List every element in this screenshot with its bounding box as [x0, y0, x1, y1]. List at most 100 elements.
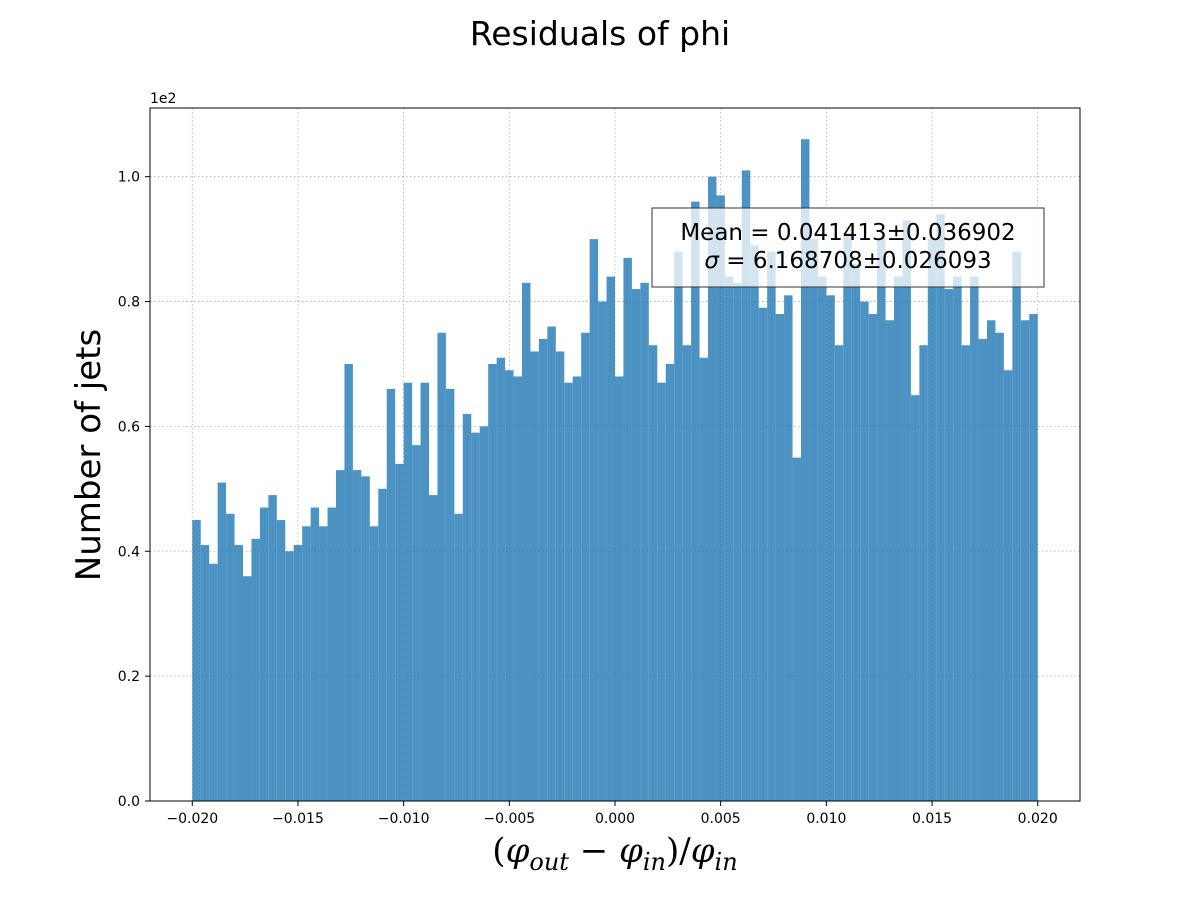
- xlabel-sub-in: in: [643, 848, 666, 876]
- xlabel-phi-in: φ: [619, 831, 643, 871]
- histogram-bar: [268, 495, 277, 801]
- xlabel-sub-den: in: [715, 848, 738, 876]
- histogram-bar: [885, 320, 894, 801]
- histogram-bar: [344, 363, 353, 801]
- histogram-bar: [302, 526, 311, 801]
- histogram-bar: [682, 345, 692, 801]
- annotation-mean: Mean = 0.041413±0.036902: [680, 220, 1015, 246]
- histogram-bar: [902, 220, 911, 802]
- y-tick-label: 1.0: [118, 170, 140, 186]
- histogram-bar: [471, 432, 480, 801]
- histogram-bar: [530, 351, 539, 801]
- histogram-bar: [513, 376, 522, 801]
- histogram-bar: [352, 470, 362, 801]
- histogram-bar: [691, 201, 700, 801]
- histogram-bar: [1020, 320, 1030, 801]
- histogram-bar: [716, 195, 725, 802]
- histogram-bar: [1012, 251, 1021, 801]
- histogram-bar: [327, 507, 336, 801]
- histogram-bar: [741, 170, 751, 801]
- histogram-bar: [462, 413, 472, 801]
- y-axis-label: Number of jets: [69, 329, 109, 581]
- histogram-bar: [217, 482, 227, 801]
- xlabel-minus: −: [569, 831, 619, 871]
- y-tick-label: 0.0: [118, 794, 140, 810]
- histogram-bar: [843, 232, 852, 801]
- histogram-bar: [226, 513, 235, 801]
- histogram-bar: [412, 445, 421, 801]
- histogram-bar: [555, 351, 565, 801]
- histogram-bar: [978, 339, 987, 801]
- histogram-bar: [200, 545, 210, 801]
- x-tick-label: −0.015: [272, 811, 324, 827]
- histogram-bar: [395, 463, 404, 801]
- histogram-bar: [564, 382, 573, 801]
- xlabel-sub-out: out: [529, 848, 569, 876]
- histogram-bar: [944, 289, 954, 801]
- histogram-bar: [775, 314, 785, 801]
- histogram-bar: [589, 239, 599, 802]
- histogram-bar: [657, 382, 666, 801]
- histogram-bar: [276, 520, 286, 801]
- histogram-bar: [606, 276, 615, 801]
- histogram-bar: [792, 457, 801, 801]
- histogram-bar: [538, 339, 548, 801]
- histogram-bar: [310, 507, 320, 801]
- histogram-bar: [488, 363, 497, 801]
- histogram-bar: [598, 301, 607, 801]
- y-offset-text: 1e2: [150, 91, 176, 107]
- annotation-box: [651, 207, 1045, 288]
- x-axis-label: (φout − φin)/φin: [492, 831, 737, 876]
- histogram-bar: [868, 314, 878, 801]
- histogram-bar: [234, 545, 243, 801]
- y-tick-label: 0.6: [118, 419, 140, 435]
- histogram-bar: [437, 332, 446, 801]
- xlabel-phi-den: φ: [691, 831, 715, 871]
- histogram-bar: [834, 345, 844, 801]
- histogram-bar: [699, 357, 708, 801]
- histogram-bar: [522, 282, 531, 802]
- histogram-bar: [445, 388, 455, 801]
- histogram-bar: [251, 538, 260, 801]
- histogram-bar: [851, 264, 861, 802]
- xlabel-close: )/: [666, 831, 691, 871]
- histogram-bar: [708, 176, 717, 802]
- sigma-symbol: σ: [704, 248, 720, 274]
- histogram-bar: [293, 545, 303, 801]
- x-tick-label: 0.005: [701, 811, 741, 827]
- histogram-bar: [826, 295, 835, 801]
- annotation-sigma: σ = 6.168708±0.026093: [704, 248, 991, 274]
- histogram-bar: [817, 276, 827, 801]
- sigma-value: = 6.168708±0.026093: [719, 248, 992, 274]
- histogram-bar: [784, 295, 793, 801]
- histogram-bar: [987, 320, 996, 801]
- histogram-bar: [361, 476, 370, 801]
- histogram-bar: [927, 239, 937, 802]
- histogram-bar: [378, 488, 387, 801]
- histogram-bar: [420, 382, 429, 801]
- histogram-bar: [750, 245, 759, 802]
- histogram-bar: [547, 326, 556, 801]
- histogram-bar: [319, 526, 328, 801]
- histogram-bar: [581, 332, 590, 801]
- x-tick-label: 0.000: [595, 811, 635, 827]
- histogram-bar: [733, 282, 742, 802]
- histogram-bar: [336, 470, 345, 801]
- histogram-bar: [429, 495, 438, 801]
- x-tick-label: 0.020: [1018, 811, 1058, 827]
- histogram-bar: [674, 251, 683, 801]
- xlabel-phi-out: φ: [506, 831, 530, 871]
- histogram-bar: [936, 214, 945, 801]
- y-tick-label: 0.2: [118, 669, 140, 685]
- x-ticks: −0.020 −0.015 −0.010 −0.005 0.000 0.005 0.010 0…: [166, 801, 1058, 827]
- histogram-bar: [894, 276, 903, 801]
- stats-annotation: Mean = 0.041413±0.036902 σ = 6.168708±0.…: [651, 207, 1045, 288]
- histogram-bar: [243, 576, 252, 801]
- histogram-bar: [767, 251, 776, 801]
- histogram-bar: [572, 376, 582, 801]
- histogram-bar: [631, 289, 641, 801]
- x-tick-label: −0.010: [378, 811, 430, 827]
- histogram-bar: [209, 563, 218, 801]
- histogram-bar: [758, 307, 768, 801]
